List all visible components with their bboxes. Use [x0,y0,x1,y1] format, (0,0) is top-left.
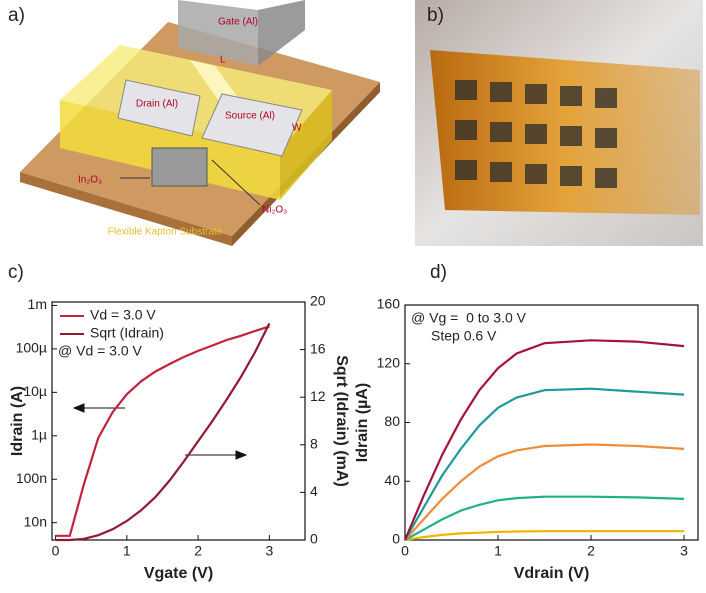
panel-label: a) [8,5,25,26]
panel-label: c) [8,262,24,283]
y-tick-label: 100µ [16,340,47,356]
annotation: Step 0.6 V [431,328,497,344]
device-schematic: Gate (Al) Drain (Al) Source (Al) L W In₂… [20,0,380,246]
y2-tick-label: 12 [310,388,326,404]
y-tick-label: 0 [392,531,400,547]
x-tick-label: 2 [194,543,202,559]
y2-axis-label: Sqrt (Idrain) (mA) [333,355,350,487]
width-label: W [292,123,302,134]
x-tick-label: 1 [494,543,502,559]
substrate-label: Flexible Kapton Substrate [108,227,223,238]
drain-pad [117,79,201,137]
y-tick-label: 1m [28,296,47,312]
pointer [211,159,261,206]
panel-label: d) [430,262,447,283]
x-axis-label: Vgate (V) [144,565,213,582]
ni-oxide-block [151,147,208,187]
x-tick-label: 0 [52,543,60,559]
y2-tick-label: 4 [310,483,318,499]
drain-label: Drain (Al) [136,99,178,110]
y-axis-label: Idrain (µA) [354,383,371,462]
y2-tick-label: 16 [310,340,326,356]
annotation: @ Vg = 0 to 3.0 V [411,310,527,326]
data-line [55,325,270,537]
legend-label: Sqrt (Idrain) [90,325,164,341]
source-label: Source (Al) [225,111,275,122]
data-line [55,322,271,542]
data-line [404,530,684,542]
y-tick-label: 80 [384,413,400,429]
y-tick-label: 10n [24,513,47,529]
gate-front [178,0,258,66]
x-tick-label: 1 [123,543,131,559]
source-pad [201,93,303,157]
y-tick-label: 10µ [23,383,47,399]
in2o3-label: In₂O₃ [78,175,102,186]
data-line [404,443,685,541]
panel-label: b) [427,5,444,26]
plot-frame [51,301,306,541]
y-tick-label: 40 [384,472,400,488]
y-tick-label: 160 [377,296,401,312]
legend-label: Vd = 3.0 V [90,307,156,323]
y2-tick-label: 20 [310,293,326,309]
x-tick-label: 3 [265,543,273,559]
x-axis-label: Vdrain (V) [514,565,590,582]
y-tick-label: 100n [16,470,47,486]
annotation: @ Vd = 3.0 V [58,343,143,359]
y2-tick-label: 8 [310,436,318,452]
data-line [403,339,685,541]
x-tick-label: 2 [587,543,595,559]
x-tick-label: 3 [680,543,688,559]
y-tick-label: 120 [377,354,401,370]
gate-side [258,0,305,66]
substrate-side [20,172,232,246]
y2-tick-label: 0 [310,531,318,547]
gate-label: Gate (Al) [218,17,258,28]
device-photo [415,0,703,246]
data-line [404,387,685,541]
device-array [455,80,617,188]
oxide-side [280,90,332,200]
x-tick-label: 0 [401,543,409,559]
length-label: L [220,55,226,66]
y-axis-label: Idrain (A) [9,386,26,456]
axis-arrows [72,403,248,460]
y-tick-label: 1µ [31,427,47,443]
ni2o3-label: Ni₂O₃ [262,205,287,216]
data-line [404,495,685,541]
